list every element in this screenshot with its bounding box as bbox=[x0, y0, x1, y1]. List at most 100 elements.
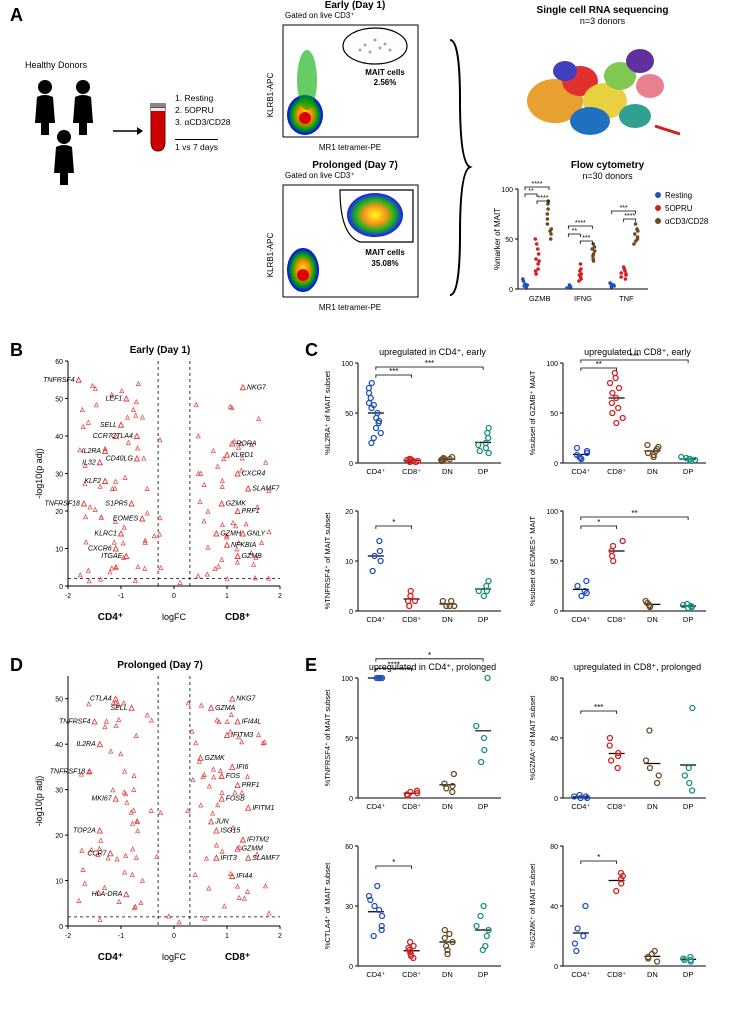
svg-text:-1: -1 bbox=[118, 593, 124, 600]
svg-text:upregulated in CD8⁺, prolonged: upregulated in CD8⁺, prolonged bbox=[574, 662, 701, 672]
panel-c-block: upregulated in CD4⁺, early%IL2RA⁺ of MAI… bbox=[320, 345, 730, 640]
svg-text:KLRB1-APC: KLRB1-APC bbox=[266, 233, 275, 278]
svg-text:TNFRSF4: TNFRSF4 bbox=[59, 718, 91, 725]
svg-text:IFIT3: IFIT3 bbox=[220, 855, 236, 862]
svg-text:FOSB: FOSB bbox=[226, 796, 245, 803]
svg-text:HLA-DRA: HLA-DRA bbox=[92, 891, 123, 898]
svg-text:0: 0 bbox=[349, 964, 353, 971]
svg-text:DN: DN bbox=[647, 615, 658, 624]
svg-text:0: 0 bbox=[554, 461, 558, 468]
svg-text:100: 100 bbox=[546, 361, 558, 368]
svg-text:logFC: logFC bbox=[162, 612, 187, 622]
svg-text:GZMH: GZMH bbox=[220, 531, 242, 538]
svg-text:10: 10 bbox=[55, 879, 63, 886]
svg-text:CD40LG: CD40LG bbox=[106, 456, 134, 463]
svg-text:CCR7: CCR7 bbox=[93, 433, 113, 440]
svg-text:JUN: JUN bbox=[214, 818, 230, 825]
svg-text:CD4⁺: CD4⁺ bbox=[571, 970, 590, 979]
umap-plot bbox=[500, 26, 700, 151]
panel-d-block: Prolonged (Day 7) -log10(p adj)-2-101201… bbox=[30, 660, 290, 971]
svg-text:DN: DN bbox=[647, 970, 658, 979]
brace-icon bbox=[445, 35, 475, 300]
svg-text:CCR7: CCR7 bbox=[87, 850, 107, 857]
svg-text:DN: DN bbox=[647, 467, 658, 476]
svg-text:ITGAE: ITGAE bbox=[101, 553, 122, 560]
svg-text:0: 0 bbox=[59, 584, 63, 591]
svg-text:DN: DN bbox=[647, 802, 658, 811]
svg-text:0: 0 bbox=[172, 933, 176, 940]
svg-text:60: 60 bbox=[345, 844, 353, 851]
panel-a-label: A bbox=[10, 5, 23, 26]
svg-text:0: 0 bbox=[554, 796, 558, 803]
svg-text:TOP2A: TOP2A bbox=[73, 828, 96, 835]
svg-text:100: 100 bbox=[341, 676, 353, 683]
cond-1: 1. Resting bbox=[175, 93, 230, 105]
svg-text:CD8⁺: CD8⁺ bbox=[225, 612, 250, 623]
svg-text:30: 30 bbox=[55, 472, 63, 479]
panel-b-block: Early (Day 1) -log10(p adj)-2-1012010203… bbox=[30, 345, 290, 631]
svg-text:TNFRSF4: TNFRSF4 bbox=[43, 377, 75, 384]
svg-text:****: **** bbox=[538, 195, 549, 202]
svg-text:0: 0 bbox=[349, 609, 353, 616]
svg-text:0: 0 bbox=[554, 609, 558, 616]
svg-text:CD4⁺: CD4⁺ bbox=[571, 467, 590, 476]
svg-text:KLRD1: KLRD1 bbox=[231, 452, 254, 459]
svg-text:IL2RA: IL2RA bbox=[76, 741, 96, 748]
svg-text:IFITM2: IFITM2 bbox=[247, 837, 269, 844]
svg-text:CD4⁺: CD4⁺ bbox=[366, 615, 385, 624]
early-gate: Gated on live CD3⁺ bbox=[285, 11, 445, 20]
svg-text:*: * bbox=[597, 518, 600, 527]
prolonged-title: Prolonged (Day 7) bbox=[265, 160, 445, 171]
early-title: Early (Day 1) bbox=[265, 0, 445, 11]
svg-text:%subset of GZMB⁺ MAIT: %subset of GZMB⁺ MAIT bbox=[528, 370, 537, 455]
svg-text:DN: DN bbox=[442, 615, 453, 624]
svg-text:IFITM1: IFITM1 bbox=[252, 805, 274, 812]
svg-text:CD4⁺: CD4⁺ bbox=[98, 952, 123, 963]
svg-text:FOS: FOS bbox=[226, 773, 241, 780]
svg-text:DP: DP bbox=[478, 467, 488, 476]
svg-text:5OPRU: 5OPRU bbox=[665, 204, 693, 213]
svg-text:CD4⁺: CD4⁺ bbox=[366, 802, 385, 811]
svg-text:*: * bbox=[597, 853, 600, 862]
svg-text:20: 20 bbox=[55, 509, 63, 516]
svg-text:****: **** bbox=[532, 181, 543, 188]
svg-text:GZMK: GZMK bbox=[226, 501, 247, 508]
svg-text:MAIT cells: MAIT cells bbox=[365, 248, 405, 257]
svg-text:20: 20 bbox=[55, 833, 63, 840]
svg-text:PRF1: PRF1 bbox=[242, 508, 260, 515]
svg-text:S1PR5: S1PR5 bbox=[105, 501, 127, 508]
conditions-list: 1. Resting 2. 5OPRU 3. αCD3/CD28 bbox=[175, 93, 230, 129]
svg-text:CXCR4: CXCR4 bbox=[242, 471, 266, 478]
svg-text:20: 20 bbox=[345, 509, 353, 516]
svg-text:*: * bbox=[392, 518, 395, 527]
prolonged-gate: Gated on live CD3⁺ bbox=[285, 171, 445, 180]
svg-text:80: 80 bbox=[550, 676, 558, 683]
tube-icon bbox=[147, 103, 169, 153]
svg-text:40: 40 bbox=[55, 434, 63, 441]
svg-text:0: 0 bbox=[172, 593, 176, 600]
svg-text:MR1 tetramer-PE: MR1 tetramer-PE bbox=[319, 303, 381, 312]
svg-text:CD8⁺: CD8⁺ bbox=[607, 802, 626, 811]
svg-text:DP: DP bbox=[683, 802, 693, 811]
donors-label: Healthy Donors bbox=[25, 60, 87, 70]
svg-text:CD8⁺: CD8⁺ bbox=[402, 802, 421, 811]
svg-text:50: 50 bbox=[550, 559, 558, 566]
svg-text:DP: DP bbox=[683, 467, 693, 476]
scrnaseq-block: Single cell RNA sequencing n=3 donors bbox=[490, 5, 715, 156]
svg-text:TNF: TNF bbox=[619, 294, 634, 303]
svg-text:-2: -2 bbox=[65, 933, 71, 940]
svg-text:0: 0 bbox=[554, 964, 558, 971]
svg-text:SLAMF7: SLAMF7 bbox=[252, 486, 280, 493]
svg-text:RORA: RORA bbox=[236, 441, 257, 448]
svg-text:50: 50 bbox=[345, 411, 353, 418]
svg-text:%IL2RA⁺ of MAIT subset: %IL2RA⁺ of MAIT subset bbox=[323, 370, 332, 455]
svg-text:%TNFRSF4⁺ of MAIT subset: %TNFRSF4⁺ of MAIT subset bbox=[323, 512, 332, 610]
svg-text:IFNG: IFNG bbox=[574, 294, 592, 303]
svg-text:0: 0 bbox=[349, 796, 353, 803]
svg-text:***: *** bbox=[630, 352, 639, 361]
cond-3: 3. αCD3/CD28 bbox=[175, 117, 230, 129]
svg-text:GZMM: GZMM bbox=[242, 846, 264, 853]
donors-icon bbox=[25, 75, 110, 195]
svg-text:CTLA4: CTLA4 bbox=[111, 433, 133, 440]
svg-text:0: 0 bbox=[59, 924, 63, 931]
